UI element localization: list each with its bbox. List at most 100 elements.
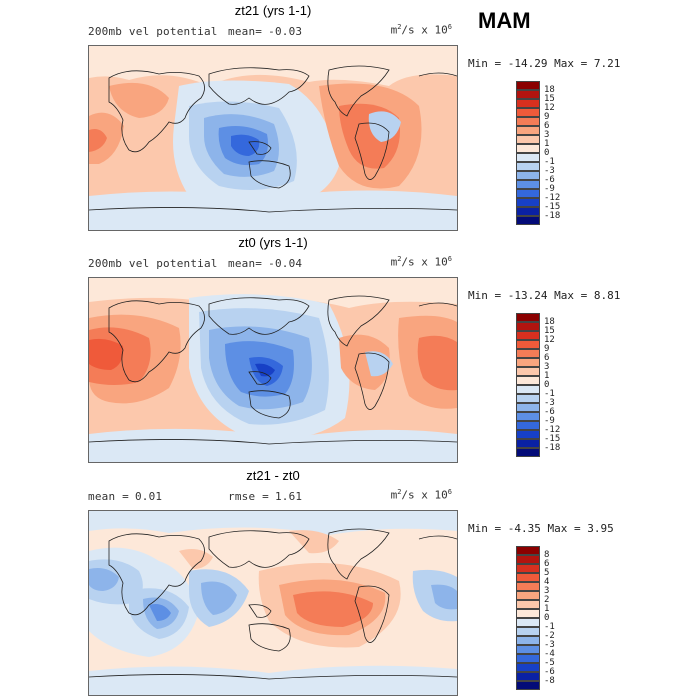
- colorbar-swatch: [516, 162, 540, 171]
- panel-difference: zt21 - zt0 mean = 0.01 rmse = 1.61 m2/s x …: [0, 468, 700, 700]
- colorbar-swatch: [516, 448, 540, 457]
- map-zt0: [88, 277, 458, 463]
- colorbar-swatch: [516, 108, 540, 117]
- colorbar-tick-label: 12: [544, 334, 555, 345]
- season-title: MAM: [478, 8, 531, 33]
- colorbar-tick-label: 6: [544, 120, 550, 131]
- colorbar-tick-label: 0: [544, 379, 550, 390]
- colorbar-swatch: [516, 439, 540, 448]
- colorbar-tick-label: -1: [544, 388, 555, 399]
- colorbar-tick-label: -6: [544, 406, 555, 417]
- colorbar-tick-label: -9: [544, 415, 555, 426]
- colorbar-tick-label: 5: [544, 567, 550, 578]
- colorbar-tick-label: 8: [544, 549, 550, 560]
- min-max-readout: Min = -4.35 Max = 3.95: [468, 522, 614, 535]
- colorbar-swatch: [516, 555, 540, 564]
- colorbar-swatch: [516, 546, 540, 555]
- colorbar-swatch: [516, 189, 540, 198]
- colorbar-tick-label: 2: [544, 594, 550, 605]
- rmse-stat: rmse = 1.61: [228, 490, 303, 503]
- colorbar-swatch: [516, 394, 540, 403]
- colorbar-swatch: [516, 591, 540, 600]
- colorbar-tick-label: 0: [544, 612, 550, 623]
- colorbar-swatch: [516, 358, 540, 367]
- colorbar-tick-label: 18: [544, 84, 555, 95]
- colorbar-tick-label: 9: [544, 111, 550, 122]
- colorbar-tick-label: 3: [544, 361, 550, 372]
- colorbar-tick-label: 12: [544, 102, 555, 113]
- min-max-readout: Min = -14.29 Max = 7.21: [468, 57, 621, 70]
- colorbar-swatch: [516, 627, 540, 636]
- colorbar-swatch: [516, 672, 540, 681]
- colorbar-tick-label: -12: [544, 192, 561, 203]
- colorbar-tick-label: 1: [544, 603, 550, 614]
- colorbar-swatch: [516, 385, 540, 394]
- colorbar-swatch: [516, 331, 540, 340]
- panel-title: zt0 (yrs 1-1): [238, 235, 308, 250]
- colorbar-tick-label: -6: [544, 666, 555, 677]
- colorbar-swatch: [516, 171, 540, 180]
- colorbar-tick-label: -9: [544, 183, 555, 194]
- colorbar-swatch: [516, 198, 540, 207]
- colorbar-tick-label: -15: [544, 433, 561, 444]
- colorbar-swatch: [516, 216, 540, 225]
- units-label: m2/s x 106: [390, 488, 452, 502]
- units-label: m2/s x 106: [390, 23, 452, 37]
- colorbar-swatch: [516, 322, 540, 331]
- colorbar-swatch: [516, 430, 540, 439]
- colorbar-swatch: [516, 609, 540, 618]
- colorbar-tick-label: 18: [544, 316, 555, 327]
- colorbar-tick-label: -4: [544, 648, 555, 659]
- colorbar-swatch: [516, 135, 540, 144]
- colorbar-swatch: [516, 636, 540, 645]
- colorbar-tick-label: 15: [544, 93, 555, 104]
- colorbar-swatch: [516, 126, 540, 135]
- panel-title: zt21 - zt0: [246, 468, 300, 483]
- colorbar-swatch: [516, 421, 540, 430]
- map-zt21: [88, 45, 458, 231]
- colorbar-swatch: [516, 180, 540, 189]
- colorbar-swatch: [516, 600, 540, 609]
- colorbar-tick-label: -8: [544, 675, 555, 686]
- mean-stat: mean= -0.03: [228, 25, 303, 38]
- colorbar-swatch: [516, 349, 540, 358]
- colorbar-swatch: [516, 582, 540, 591]
- colorbar-swatch: [516, 412, 540, 421]
- colorbar-swatch: [516, 376, 540, 385]
- colorbar-swatch: [516, 340, 540, 349]
- panel-zt21: zt21 (yrs 1-1) 200mb vel potential mean=…: [0, 3, 700, 235]
- colorbar-tick-label: 3: [544, 129, 550, 140]
- colorbar-tick-label: -5: [544, 657, 555, 668]
- colorbar-swatch: [516, 81, 540, 90]
- colorbar-tick-label: -3: [544, 165, 555, 176]
- field-label: 200mb vel potential: [88, 257, 218, 270]
- colorbar-tick-label: -3: [544, 397, 555, 408]
- mean-stat: mean= -0.04: [228, 257, 303, 270]
- colorbar-swatch: [516, 153, 540, 162]
- colorbar-tick-label: 9: [544, 343, 550, 354]
- colorbar-swatch: [516, 403, 540, 412]
- colorbar-swatch: [516, 90, 540, 99]
- colorbar-swatch: [516, 663, 540, 672]
- colorbar-swatch: [516, 99, 540, 108]
- colorbar-swatch: [516, 117, 540, 126]
- units-label: m2/s x 106: [390, 255, 452, 269]
- colorbar-tick-label: 6: [544, 558, 550, 569]
- colorbar-tick-label: 6: [544, 352, 550, 363]
- colorbar-tick-label: -1: [544, 621, 555, 632]
- colorbar-tick-label: -18: [544, 442, 561, 453]
- colorbar-tick-label: -15: [544, 201, 561, 212]
- colorbar-tick-label: 15: [544, 325, 555, 336]
- colorbar-tick-label: 0: [544, 147, 550, 158]
- colorbar-tick-label: -1: [544, 156, 555, 167]
- field-label: 200mb vel potential: [88, 25, 218, 38]
- colorbar-swatch: [516, 313, 540, 322]
- colorbar-tick-label: -18: [544, 210, 561, 221]
- colorbar-tick-label: -6: [544, 174, 555, 185]
- colorbar-tick-label: -12: [544, 424, 561, 435]
- colorbar-swatch: [516, 618, 540, 627]
- colorbar-tick-label: 1: [544, 138, 550, 149]
- colorbar-tick-label: 4: [544, 576, 550, 587]
- colorbar-tick-label: 1: [544, 370, 550, 381]
- colorbar-swatch: [516, 654, 540, 663]
